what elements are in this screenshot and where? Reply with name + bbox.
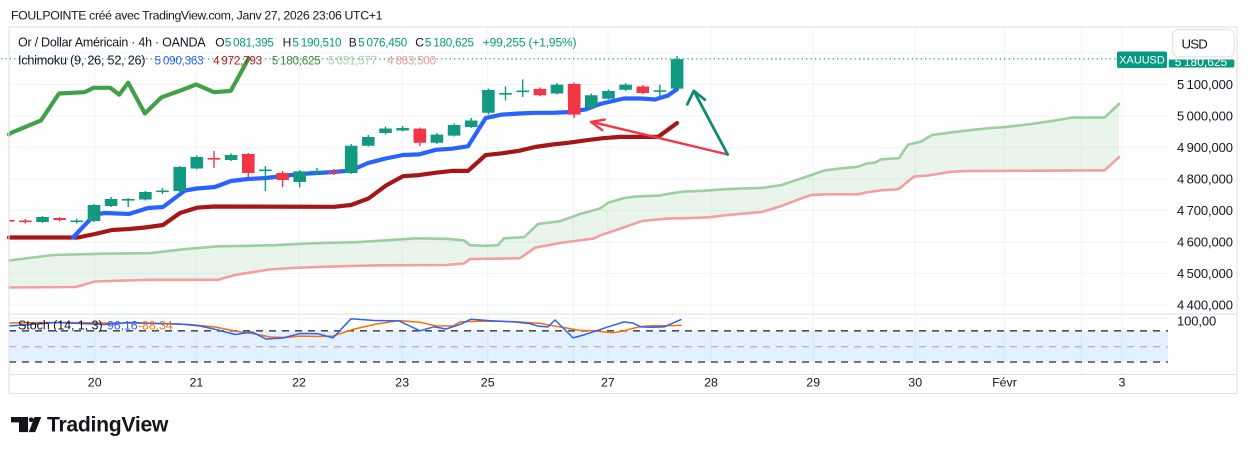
- svg-text:28: 28: [704, 376, 718, 390]
- svg-text:H: H: [283, 35, 291, 49]
- svg-text:4 900,000: 4 900,000: [1177, 140, 1233, 155]
- svg-text:23: 23: [395, 376, 409, 390]
- svg-text:20: 20: [88, 376, 102, 390]
- svg-text:FOULPOINTE créé avec TradingVi: FOULPOINTE créé avec TradingView.com, Ja…: [11, 9, 383, 23]
- svg-text:B: B: [349, 35, 357, 49]
- svg-text:5 190,510: 5 190,510: [292, 36, 342, 49]
- svg-text:4 972,793: 4 972,793: [213, 54, 262, 67]
- svg-text:Or / Dollar Américain · 4h · O: Or / Dollar Américain · 4h · OANDA: [18, 35, 206, 49]
- svg-text:5 180,625: 5 180,625: [1175, 55, 1228, 69]
- svg-text:Févr: Févr: [992, 376, 1017, 390]
- svg-text:+99,255 (+1,95%): +99,255 (+1,95%): [483, 35, 577, 49]
- svg-text:4 400,000: 4 400,000: [1177, 298, 1233, 313]
- svg-text:TradingView: TradingView: [47, 414, 169, 437]
- svg-text:29: 29: [806, 376, 820, 390]
- svg-text:22: 22: [292, 376, 306, 390]
- svg-text:4 600,000: 4 600,000: [1177, 235, 1233, 250]
- svg-text:5 031,577: 5 031,577: [328, 54, 377, 67]
- svg-text:4 863,500: 4 863,500: [387, 54, 437, 67]
- svg-text:100,00: 100,00: [1177, 314, 1216, 329]
- svg-text:XAUUSD: XAUUSD: [1119, 55, 1165, 67]
- svg-text:30: 30: [908, 376, 922, 390]
- svg-text:5 180,625: 5 180,625: [272, 54, 322, 67]
- svg-text:25: 25: [481, 376, 495, 390]
- svg-text:5 000,000: 5 000,000: [1177, 109, 1233, 124]
- svg-text:5 076,450: 5 076,450: [358, 36, 408, 49]
- svg-text:Stoch (14, 1, 3): Stoch (14, 1, 3): [18, 318, 103, 332]
- svg-text:C: C: [415, 35, 424, 49]
- svg-text:Ichimoku (9, 26, 52, 26): Ichimoku (9, 26, 52, 26): [18, 53, 145, 67]
- svg-text:4 700,000: 4 700,000: [1177, 203, 1233, 218]
- svg-text:5 090,363: 5 090,363: [155, 54, 204, 67]
- svg-text:O: O: [215, 35, 224, 49]
- svg-text:USD: USD: [1182, 37, 1208, 52]
- svg-text:3: 3: [1119, 376, 1126, 390]
- svg-text:4 500,000: 4 500,000: [1177, 266, 1233, 281]
- svg-text:21: 21: [190, 376, 204, 390]
- svg-text:5 180,625: 5 180,625: [425, 36, 475, 49]
- svg-text:5 081,395: 5 081,395: [225, 36, 275, 49]
- svg-text:5 100,000: 5 100,000: [1177, 77, 1233, 92]
- svg-text:4 800,000: 4 800,000: [1177, 172, 1233, 187]
- svg-text:27: 27: [601, 376, 615, 390]
- svg-text:96,16: 96,16: [107, 318, 138, 332]
- svg-text:-88,34: -88,34: [138, 318, 173, 332]
